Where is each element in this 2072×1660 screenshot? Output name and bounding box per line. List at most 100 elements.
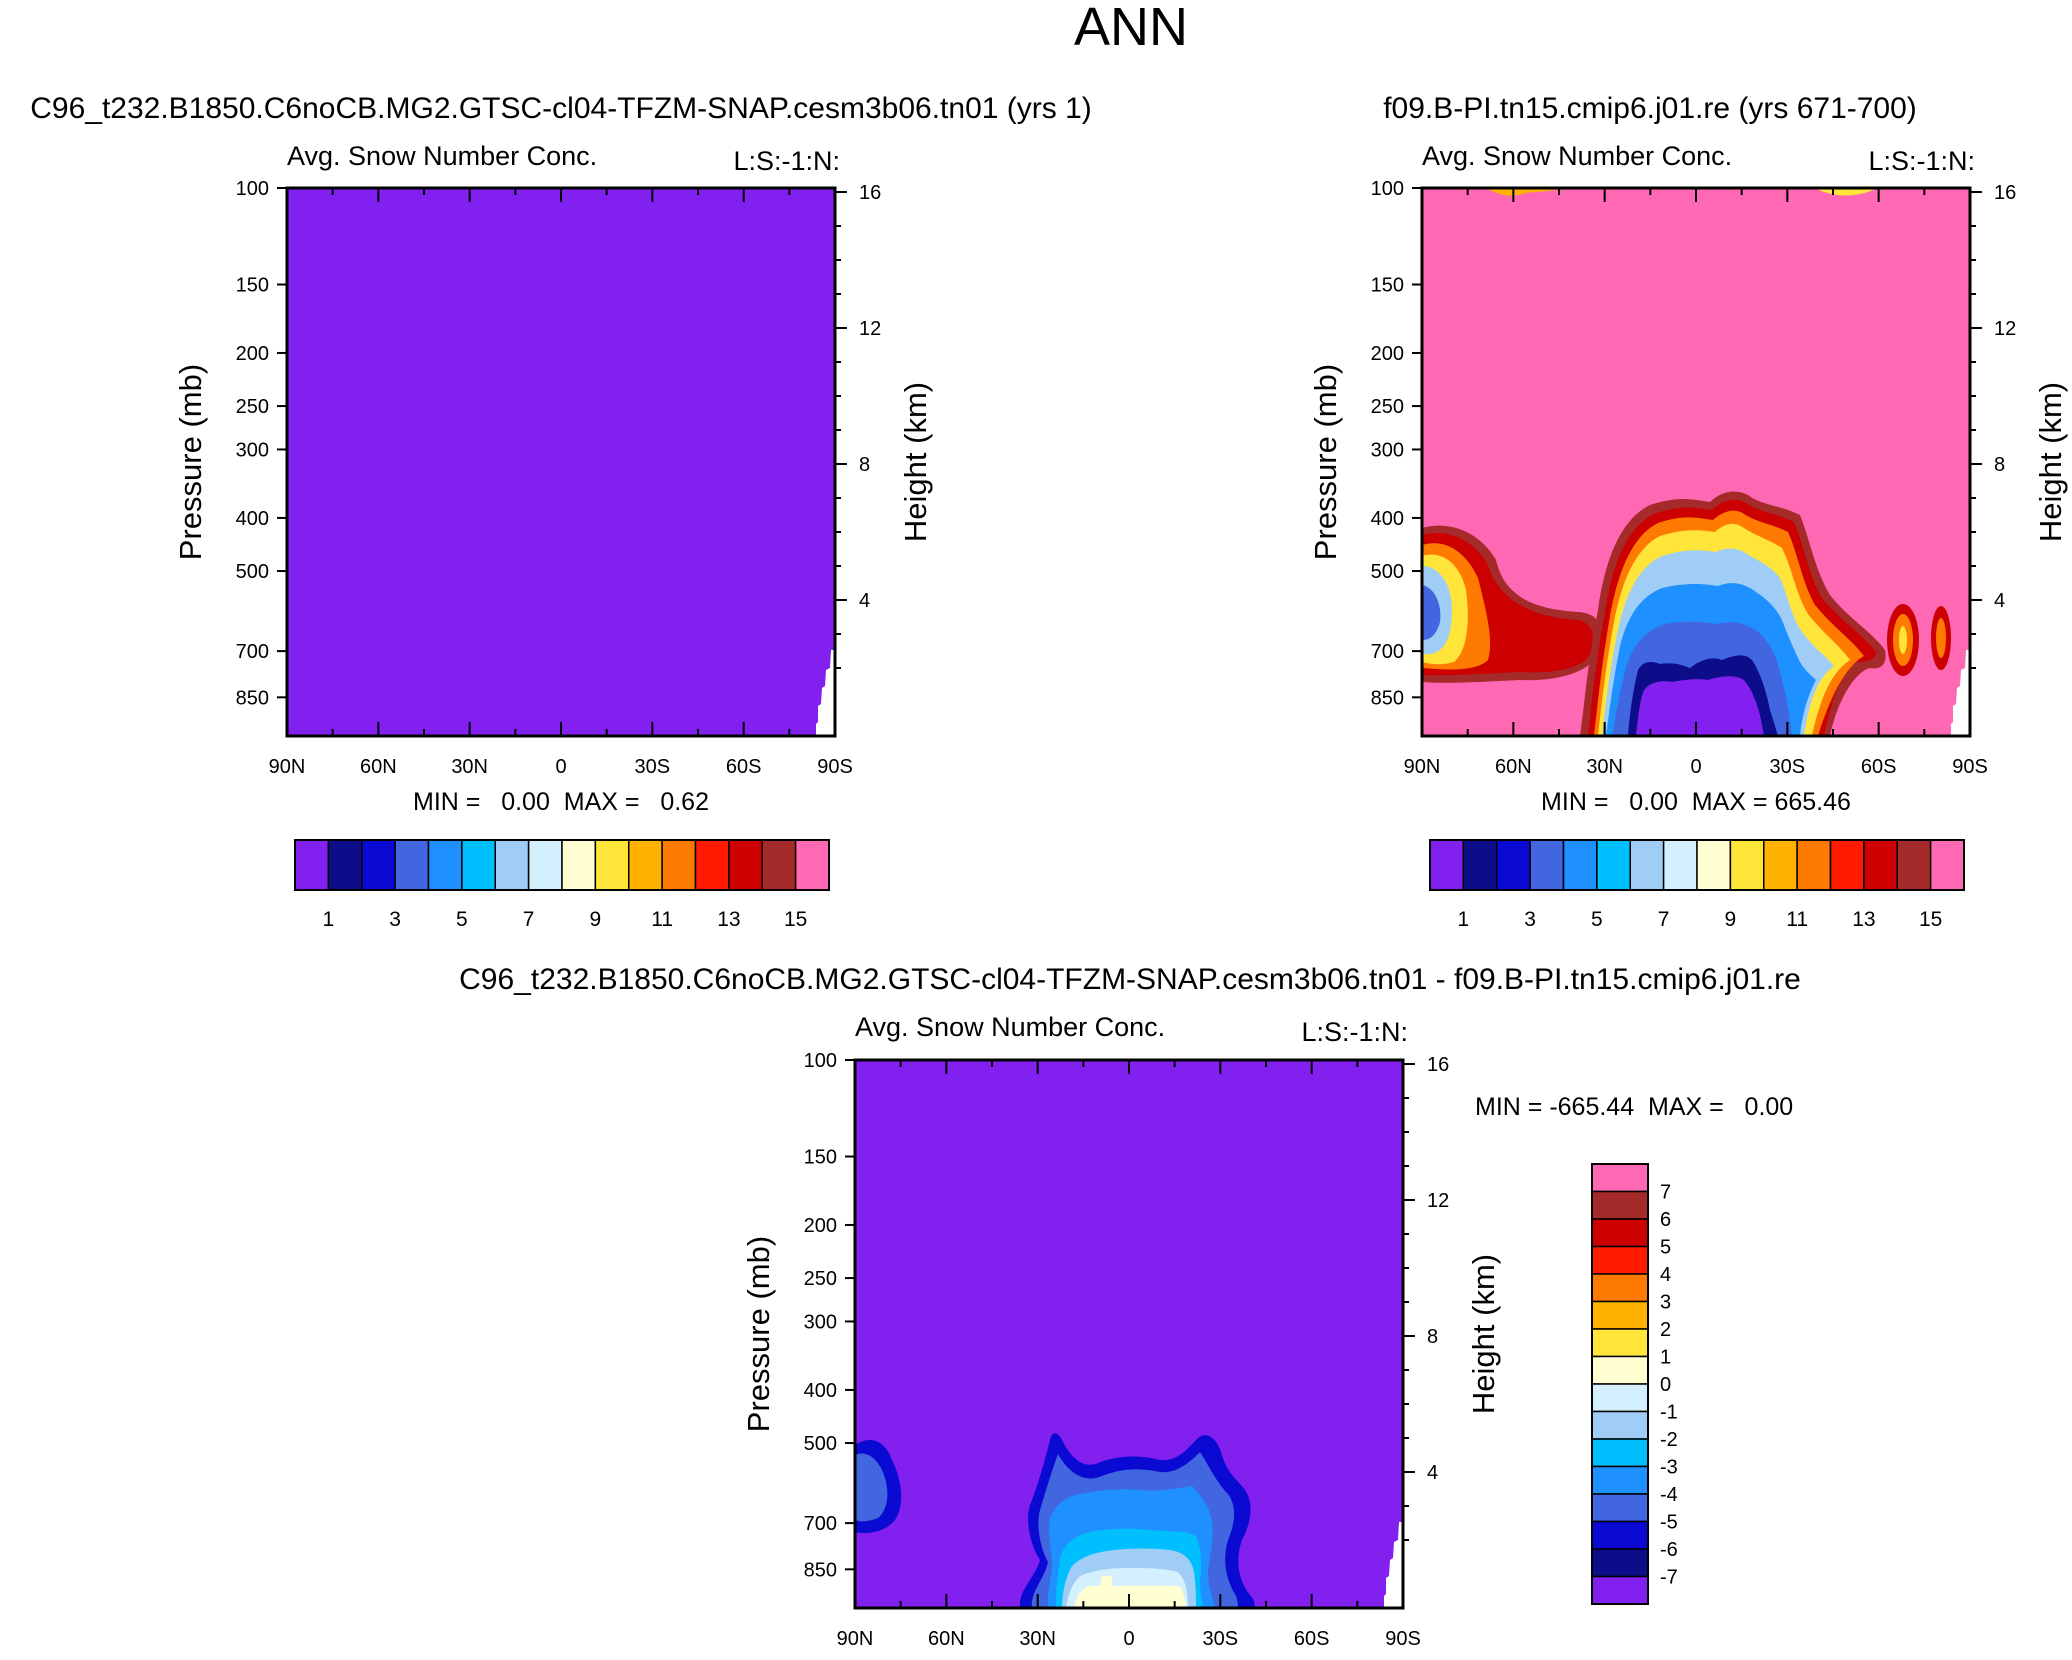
panel-a-htick-label: 4	[859, 590, 870, 612]
panel-c-xtick-label: 90N	[837, 1628, 874, 1650]
panel-b-colorbar-box	[1763, 839, 1798, 891]
panel-a-colorbar-label: 1	[323, 908, 335, 931]
panel-b-ylabel-right: Height (km)	[2033, 382, 2068, 542]
panel-a-colorbar-box	[527, 839, 563, 891]
panel-b-colorbar-box	[1696, 839, 1732, 891]
panel-a-xtick-label: 60N	[360, 756, 397, 778]
panel-b-top-contour-right	[1815, 188, 1878, 196]
panel-b-xtick-label: 90N	[1404, 756, 1441, 778]
panel-b-case-title: f09.B-PI.tn15.cmip6.j01.re (yrs 671-700)	[1383, 92, 1917, 125]
panel-a-ytick-label: 500	[236, 561, 269, 583]
panel-b-colorbar-label: 5	[1591, 908, 1603, 931]
panel-a-colorbar-box	[461, 839, 496, 891]
panel-a-colorbar-label: 3	[389, 908, 401, 931]
panel-b-colorbar-label: 15	[1919, 908, 1942, 931]
panel-b-colorbar-box	[1662, 839, 1698, 891]
panel-b-colorbar: 1 3 5 7 9 11 13 15	[1429, 839, 1965, 931]
panel-c-colorbar-label: 2	[1660, 1319, 1671, 1341]
panel-a-colorbar-label: 11	[651, 908, 673, 931]
panel-b-htick-label: 12	[1994, 318, 2016, 340]
panel-b-colorbar-box	[1729, 839, 1765, 891]
panel-b-htick-label: 4	[1994, 590, 2005, 612]
panel-b-colorbar-box	[1562, 839, 1598, 891]
panel-c-colorbar-box	[1591, 1273, 1649, 1303]
panel-a-colorbar-box	[327, 839, 363, 891]
panel-b-ytick-label: 500	[1371, 561, 1404, 583]
panel-c: C96_t232.B1850.C6noCB.MG2.GTSC-cl04-TFZM…	[459, 963, 1801, 1650]
panel-b-xtick-label: 60N	[1495, 756, 1532, 778]
panel-b-colorbar-box	[1863, 839, 1898, 891]
panel-a-htick-label: 12	[859, 318, 881, 340]
panel-c-colorbar-label: 3	[1660, 1292, 1671, 1314]
panel-b-colorbar-label: 7	[1658, 908, 1670, 931]
panel-b-ytick-label: 400	[1371, 508, 1404, 530]
panel-c-colorbar-label: -7	[1660, 1567, 1678, 1589]
panel-a-panel-title: Avg. Snow Number Conc.	[287, 141, 597, 171]
panel-a-xtick-label: 30N	[451, 756, 488, 778]
panel-c-colorbar-box	[1591, 1410, 1649, 1440]
panel-b: f09.B-PI.tn15.cmip6.j01.re (yrs 671-700)…	[1308, 92, 2068, 931]
panel-a-ytick-label: 400	[236, 508, 269, 530]
panel-c-ytick-label: 200	[804, 1215, 837, 1237]
panel-b-top-contour-left	[1486, 188, 1560, 196]
panel-a-colorbar-box	[427, 839, 463, 891]
panel-c-north-lobe-inner	[855, 1453, 888, 1522]
panel-c-colorbar-box	[1591, 1383, 1649, 1413]
panel-c-xtick-label: 30N	[1019, 1628, 1056, 1650]
panel-c-units-label: L:S:-1:N:	[1301, 1017, 1408, 1047]
panel-a-field	[287, 188, 835, 736]
panel-b-colorbar-box	[1629, 839, 1665, 891]
panel-c-colorbar-label: 4	[1660, 1264, 1671, 1286]
panel-a-xtick-label: 90S	[817, 756, 853, 778]
panel-c-colorbar-label: -3	[1660, 1457, 1678, 1479]
panel-c-xtick-label: 0	[1123, 1628, 1134, 1650]
panel-c-colorbar-label: 0	[1660, 1374, 1671, 1396]
panel-a-colorbar-frame	[294, 839, 830, 891]
panel-c-ytick-label: 300	[804, 1311, 837, 1333]
panel-b-ytick-label: 200	[1371, 343, 1404, 365]
panel-b-xtick-label: 60S	[1861, 756, 1897, 778]
panel-c-colorbar-box	[1591, 1438, 1649, 1468]
panel-b-colorbar-label: 3	[1524, 908, 1536, 931]
panel-a-case-title: C96_t232.B1850.C6noCB.MG2.GTSC-cl04-TFZM…	[30, 92, 1092, 125]
panel-b-htick-label: 16	[1994, 182, 2016, 204]
panel-c-colorbar-box	[1591, 1328, 1649, 1358]
panel-a-colorbar: 1 3 5 7 9 11 13 15	[294, 839, 830, 931]
panel-c-xtick-label: 60N	[928, 1628, 965, 1650]
panel-b-missing-data	[1951, 650, 1970, 736]
panel-a-colorbar-box	[794, 839, 830, 891]
panel-c-case-title: C96_t232.B1850.C6noCB.MG2.GTSC-cl04-TFZM…	[459, 963, 1801, 996]
panel-a-xtick-label: 90N	[269, 756, 306, 778]
panel-c-colorbar-label: 1	[1660, 1347, 1671, 1369]
panel-a-ylabel-right: Height (km)	[898, 382, 933, 542]
panel-c-colorbar-box	[1591, 1548, 1649, 1578]
panel-b-xtick-label: 30N	[1586, 756, 1623, 778]
panel-b-htick-label: 8	[1994, 454, 2005, 476]
panel-a-colorbar-box	[728, 839, 763, 891]
panel-c-colorbar-box	[1591, 1465, 1649, 1495]
panel-c-colorbar-box	[1591, 1520, 1649, 1550]
panel-a-xtick-label: 30S	[635, 756, 671, 778]
panel-c-xtick-label: 90S	[1385, 1628, 1421, 1650]
panel-c-htick-label: 8	[1427, 1326, 1438, 1348]
panel-c-ylabel: Pressure (mb)	[741, 1236, 776, 1432]
panel-b-colorbar-label: 11	[1786, 908, 1808, 931]
panel-a-colorbar-box	[361, 839, 396, 891]
panel-a-ylabel: Pressure (mb)	[173, 364, 208, 560]
panel-c-ytick-label: 400	[804, 1380, 837, 1402]
panel-a-ytick-label: 850	[236, 687, 269, 709]
panel-c-ytick-label: 500	[804, 1433, 837, 1455]
panel-b-colorbar-label: 13	[1852, 908, 1875, 931]
panel-a-axes: 90N 60N 30N 0 30S 60S 90S 100 150 200 250 300 400 500…	[236, 178, 882, 778]
panel-c-htick-label: 4	[1427, 1462, 1438, 1484]
panel-a-colorbar-box	[594, 839, 630, 891]
panel-a-xtick-label: 0	[555, 756, 566, 778]
panel-c-ytick-label: 850	[804, 1559, 837, 1581]
panel-c-colorbar-box	[1591, 1245, 1649, 1275]
panel-a-colorbar-label: 13	[717, 908, 740, 931]
panel-b-ytick-label: 850	[1371, 687, 1404, 709]
panel-c-colorbar-label: 6	[1660, 1209, 1671, 1231]
panel-b-colorbar-label: 1	[1458, 908, 1470, 931]
panel-b-xtick-label: 0	[1690, 756, 1701, 778]
panel-a-ytick-label: 200	[236, 343, 269, 365]
